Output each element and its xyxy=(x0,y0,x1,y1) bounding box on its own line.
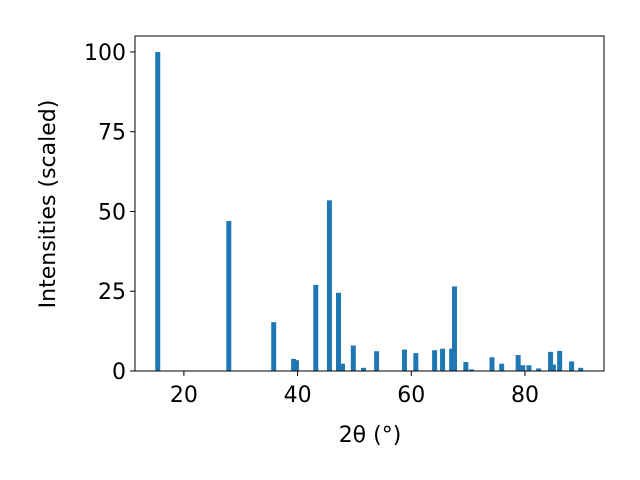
bar xyxy=(226,221,232,371)
bar xyxy=(526,365,532,371)
bar xyxy=(313,284,319,371)
x-axis-label: 2θ (°) xyxy=(339,423,402,448)
bar xyxy=(515,355,521,371)
bar xyxy=(361,367,367,371)
x-tick-label: 20 xyxy=(170,383,198,408)
x-tick-label: 40 xyxy=(284,383,312,408)
bar xyxy=(520,365,526,371)
bar xyxy=(350,345,356,371)
bar xyxy=(326,200,332,371)
y-axis-label: Intensities (scaled) xyxy=(36,100,61,309)
bar xyxy=(569,361,575,371)
bar xyxy=(463,362,469,371)
bar xyxy=(449,348,455,371)
bar xyxy=(451,286,457,371)
x-tick-label: 80 xyxy=(511,383,539,408)
y-tick-label: 25 xyxy=(98,280,126,305)
bar xyxy=(432,350,438,371)
bar xyxy=(550,364,556,371)
y-tick-label: 100 xyxy=(84,41,126,66)
bar xyxy=(536,368,542,371)
y-tick-label: 0 xyxy=(112,360,126,385)
bar xyxy=(548,351,554,371)
y-tick-label: 50 xyxy=(98,200,126,225)
bar xyxy=(489,357,495,371)
x-tick-label: 60 xyxy=(397,383,425,408)
plot-frame xyxy=(134,35,605,372)
bar xyxy=(336,292,342,371)
bar xyxy=(293,360,299,371)
bar xyxy=(374,351,380,371)
bar xyxy=(339,363,345,371)
bar xyxy=(291,358,297,371)
bar xyxy=(499,363,505,371)
bar xyxy=(469,369,475,371)
bar xyxy=(155,51,161,371)
bar xyxy=(413,353,419,371)
bar xyxy=(440,348,446,371)
bar xyxy=(557,350,563,371)
bar xyxy=(271,322,277,371)
bar xyxy=(401,349,407,371)
y-tick-label: 75 xyxy=(98,121,126,146)
bar xyxy=(578,367,584,371)
